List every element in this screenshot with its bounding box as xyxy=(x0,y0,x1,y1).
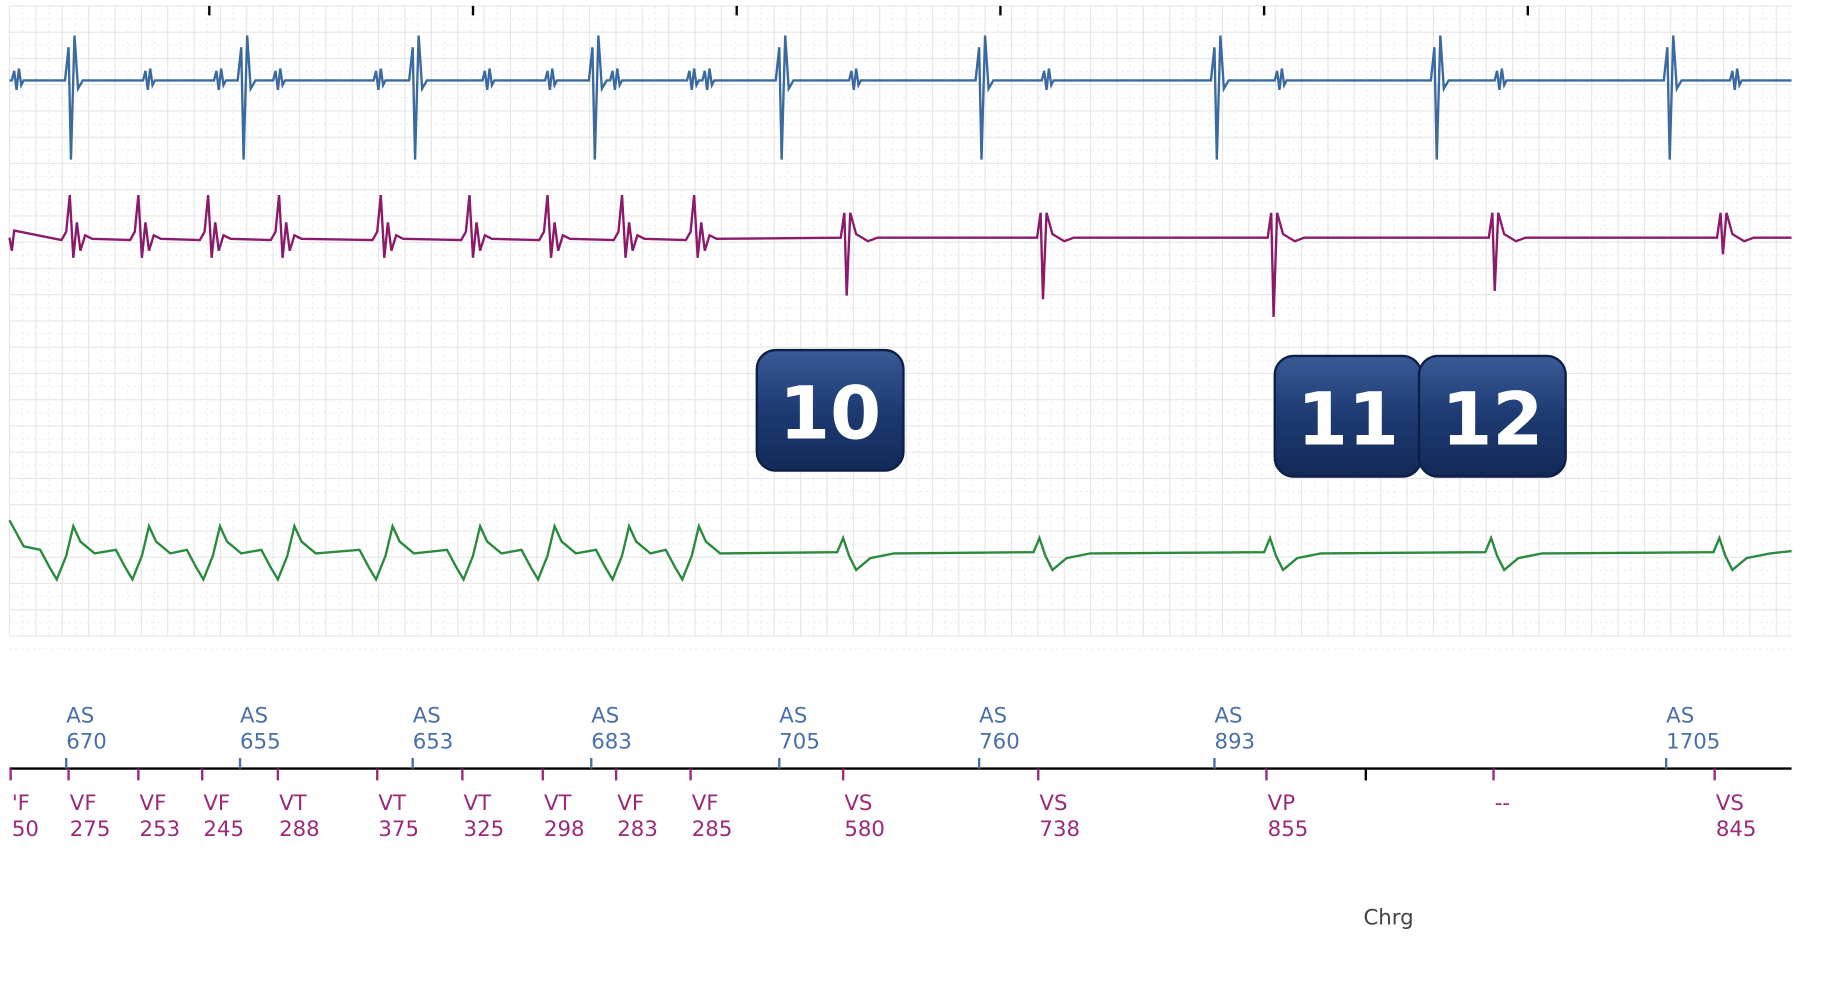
ventricular-label: VT xyxy=(378,791,407,816)
ventricular-interval: 580 xyxy=(844,817,885,842)
waveforms xyxy=(8,35,1792,583)
atrial-label: AS xyxy=(1214,703,1242,728)
badges: 10 11 12 xyxy=(755,348,1567,478)
atrial-label: AS xyxy=(591,703,619,728)
markers: AS670AS655AS653AS683AS705AS760AS893AS170… xyxy=(9,703,1757,842)
atrial-interval: 670 xyxy=(66,730,107,755)
atrial-interval: 760 xyxy=(979,730,1020,755)
ventricular-interval: 275 xyxy=(70,817,111,842)
atrial-interval: 1705 xyxy=(1666,730,1720,755)
ventricular-label: VF xyxy=(692,791,719,816)
ventricular-label: VT xyxy=(544,791,573,816)
ventricular-label: VF xyxy=(203,791,230,816)
ventricular-interval: 375 xyxy=(378,817,419,842)
ventricular-interval: 283 xyxy=(617,817,658,842)
ventricular-label: 'F xyxy=(12,791,30,816)
ventricular-label: VS xyxy=(1716,791,1744,816)
ventricular-egm xyxy=(8,194,1792,317)
ventricular-label: -- xyxy=(1495,791,1510,816)
ventricular-label: VF xyxy=(617,791,644,816)
ventricular-interval: 245 xyxy=(203,817,244,842)
ventricular-interval: 738 xyxy=(1039,817,1080,842)
atrial-label: AS xyxy=(66,703,94,728)
ventricular-label: VS xyxy=(1039,791,1067,816)
ventricular-interval: 845 xyxy=(1716,817,1757,842)
ventricular-interval: 285 xyxy=(692,817,733,842)
atrial-interval: 683 xyxy=(591,730,632,755)
ventricular-interval: 325 xyxy=(464,817,505,842)
ventricular-interval: 253 xyxy=(140,817,181,842)
ventricular-interval: 298 xyxy=(544,817,585,842)
atrial-label: AS xyxy=(240,703,268,728)
atrial-label: AS xyxy=(979,703,1007,728)
atrial-interval: 705 xyxy=(779,730,820,755)
badge-number: 11 xyxy=(1297,378,1399,463)
ventricular-interval: 50 xyxy=(12,817,39,842)
badge-number: 12 xyxy=(1441,378,1543,463)
atrial-label: AS xyxy=(1666,703,1694,728)
atrial-label: AS xyxy=(779,703,807,728)
ventricular-label: VF xyxy=(140,791,167,816)
ventricular-interval: 288 xyxy=(279,817,320,842)
ventricular-label: VS xyxy=(844,791,872,816)
ventricular-label: VF xyxy=(70,791,97,816)
badge-bg xyxy=(1417,354,1567,478)
badge-number: 10 xyxy=(779,372,881,457)
ventricular-label: VT xyxy=(279,791,308,816)
ventricular-interval: 855 xyxy=(1268,817,1309,842)
ventricular-label: VP xyxy=(1268,791,1296,816)
atrial-egm xyxy=(9,35,1792,160)
atrial-interval: 653 xyxy=(413,730,454,755)
badge-bg xyxy=(755,348,905,472)
far-field-egm xyxy=(8,519,1792,583)
atrial-interval: 655 xyxy=(240,730,281,755)
charge-label: Chrg xyxy=(1363,906,1413,931)
atrial-label: AS xyxy=(413,703,441,728)
atrial-interval: 893 xyxy=(1214,730,1255,755)
ventricular-label: VT xyxy=(464,791,493,816)
